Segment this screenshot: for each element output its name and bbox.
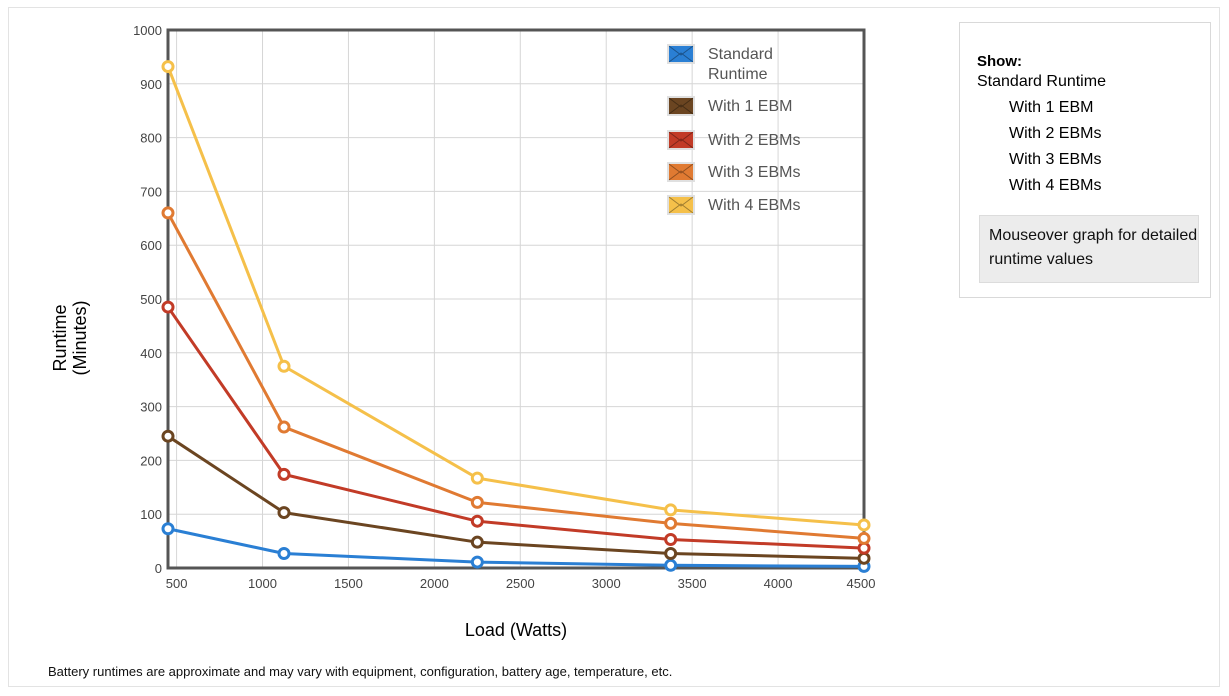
legend-label-line: With 2 EBMs xyxy=(708,132,800,149)
legend-label-with-4-ebms: With 4 EBMs xyxy=(708,197,800,214)
data-point-with-4-ebms[interactable] xyxy=(857,518,871,532)
y-tick-label: 900 xyxy=(140,77,162,92)
x-tick-label: 3000 xyxy=(592,576,621,591)
x-tick-label: 1000 xyxy=(248,576,277,591)
data-point-standard-runtime[interactable] xyxy=(664,558,678,572)
legend-label-with-2-ebms: With 2 EBMs xyxy=(708,132,800,149)
legend-label-standard-runtime: Standard Runtime xyxy=(708,46,773,83)
legend-swatch-with-3-ebms xyxy=(667,162,695,182)
legend: Standard Runtime With 1 EBM With 2 EBMs With… xyxy=(667,44,800,215)
data-point-with-4-ebms[interactable] xyxy=(470,471,484,485)
y-axis-title-line: (Minutes) xyxy=(70,300,90,375)
legend-label-line: With 3 EBMs xyxy=(708,164,800,181)
y-tick-label: 600 xyxy=(140,238,162,253)
toggle-with-3-ebms[interactable]: With 3 EBMs xyxy=(1009,151,1102,168)
legend-swatch-with-4-ebms xyxy=(667,195,695,215)
data-point-with-1-ebm[interactable] xyxy=(470,535,484,549)
x-tick-label: 4000 xyxy=(764,576,793,591)
x-tick-label: 4500 xyxy=(847,576,876,591)
data-point-with-3-ebms[interactable] xyxy=(277,420,291,434)
y-axis-title: Runtime(Minutes) xyxy=(50,300,90,375)
y-tick-label: 100 xyxy=(140,507,162,522)
y-tick-label: 300 xyxy=(140,400,162,415)
legend-swatch-mark xyxy=(668,163,694,181)
legend-swatch-standard-runtime xyxy=(667,44,695,64)
legend-label-with-3-ebms: With 3 EBMs xyxy=(708,164,800,181)
data-point-with-3-ebms[interactable] xyxy=(470,495,484,509)
x-tick-label: 500 xyxy=(166,576,188,591)
footnote: Battery runtimes are approximate and may… xyxy=(48,664,673,679)
data-point-with-3-ebms[interactable] xyxy=(161,206,175,220)
y-tick-label: 1000 xyxy=(133,23,162,38)
x-tick-label: 3500 xyxy=(678,576,707,591)
axes: 0 100 200 300 400 500 600 700 800 900 1000 500 1000 1… xyxy=(50,23,875,640)
data-point-with-2-ebms[interactable] xyxy=(161,300,175,314)
x-axis-title: Load (Watts) xyxy=(465,620,567,640)
x-tick-label: 2500 xyxy=(506,576,535,591)
toggle-standard-runtime[interactable]: Standard Runtime xyxy=(977,73,1106,90)
legend-label-line: With 1 EBM xyxy=(708,98,792,115)
y-tick-label: 200 xyxy=(140,453,162,468)
legend-swatch-mark xyxy=(668,97,694,115)
series-filter-panel: Show: Standard Runtime With 1 EBM With 2… xyxy=(959,22,1211,298)
legend-swatch-mark xyxy=(668,45,694,63)
data-point-with-4-ebms[interactable] xyxy=(161,60,175,74)
data-point-with-1-ebm[interactable] xyxy=(664,546,678,560)
show-label: Show: xyxy=(977,53,1022,70)
y-tick-label: 0 xyxy=(155,561,162,576)
toggle-with-1-ebm[interactable]: With 1 EBM xyxy=(1009,99,1094,116)
toggle-with-2-ebms[interactable]: With 2 EBMs xyxy=(1009,125,1102,142)
legend-swatch-mark xyxy=(668,131,694,149)
data-point-with-1-ebm[interactable] xyxy=(857,551,871,565)
legend-swatch-with-1-ebm xyxy=(667,96,695,116)
mouseover-hint: Mouseover graph for detailed runtime val… xyxy=(979,215,1199,283)
data-point-with-3-ebms[interactable] xyxy=(664,516,678,530)
data-point-standard-runtime[interactable] xyxy=(470,555,484,569)
data-point-with-1-ebm[interactable] xyxy=(277,506,291,520)
y-tick-label: 500 xyxy=(140,292,162,307)
y-axis-title-line: Runtime xyxy=(50,304,70,371)
data-point-with-2-ebms[interactable] xyxy=(277,467,291,481)
y-tick-label: 800 xyxy=(140,131,162,146)
data-point-with-1-ebm[interactable] xyxy=(161,429,175,443)
data-point-with-2-ebms[interactable] xyxy=(664,532,678,546)
series-layer[interactable] xyxy=(161,60,871,573)
data-point-standard-runtime[interactable] xyxy=(161,522,175,536)
x-tick-label: 2000 xyxy=(420,576,449,591)
legend-swatch-with-2-ebms xyxy=(667,130,695,150)
toggle-with-4-ebms[interactable]: With 4 EBMs xyxy=(1009,177,1102,194)
x-tick-label: 1500 xyxy=(334,576,363,591)
y-tick-label: 400 xyxy=(140,346,162,361)
legend-label-line: With 4 EBMs xyxy=(708,197,800,214)
legend-label-line: Runtime xyxy=(708,66,768,83)
data-point-with-4-ebms[interactable] xyxy=(664,503,678,517)
data-point-with-3-ebms[interactable] xyxy=(857,531,871,545)
y-tick-label: 700 xyxy=(140,184,162,199)
legend-label-line: Standard xyxy=(708,46,773,63)
legend-label-with-1-ebm: With 1 EBM xyxy=(708,98,792,115)
data-point-standard-runtime[interactable] xyxy=(277,546,291,560)
data-point-with-4-ebms[interactable] xyxy=(277,359,291,373)
legend-swatch-mark xyxy=(668,196,694,214)
plot-border xyxy=(166,28,866,570)
data-point-with-2-ebms[interactable] xyxy=(470,514,484,528)
